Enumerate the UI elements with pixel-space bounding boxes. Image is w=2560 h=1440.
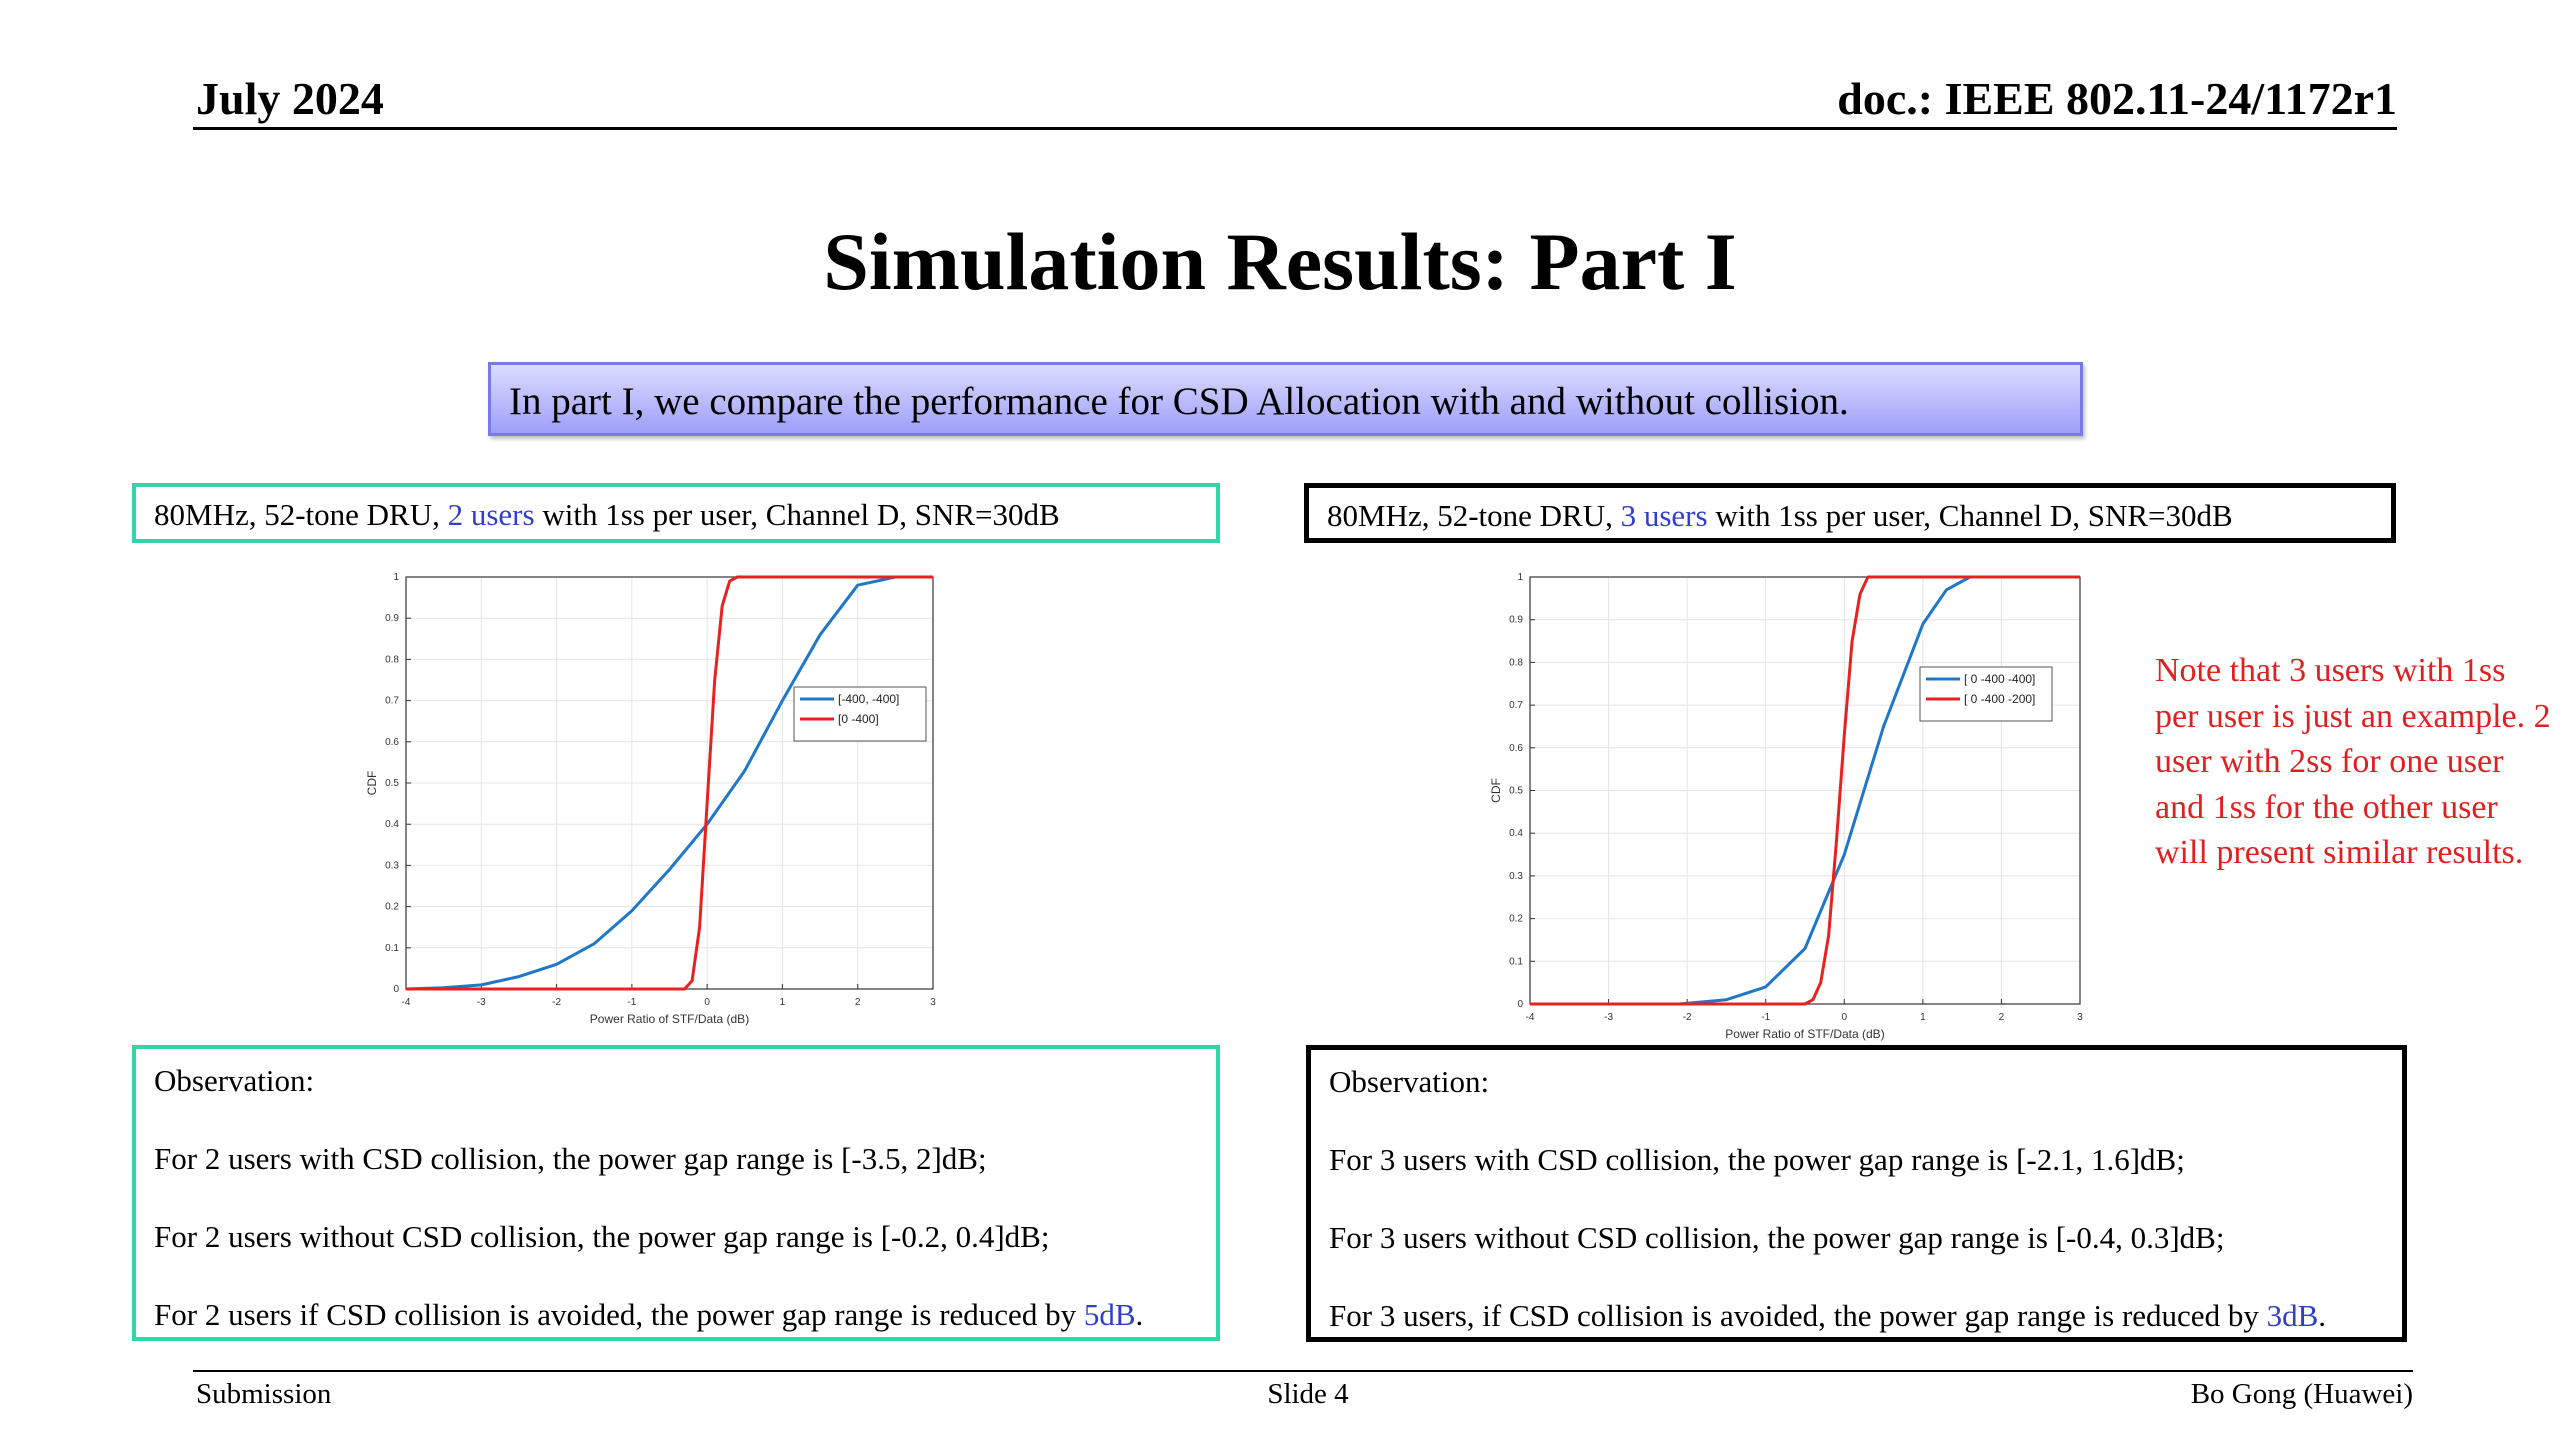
footer-submission: Submission	[196, 1378, 332, 1410]
left-observation-box: Observation: For 2 users with CSD collis…	[132, 1045, 1220, 1341]
x-tick-label: -4	[402, 997, 411, 1008]
y-axis-label: CDF	[365, 771, 379, 796]
y-tick-label: 0.5	[385, 778, 399, 789]
left-obs-3: For 2 users if CSD collision is avoided,…	[154, 1297, 1198, 1333]
x-tick-label: -3	[477, 997, 486, 1008]
y-axis-label: CDF	[1489, 778, 1503, 803]
left-config-box: 80MHz, 52-tone DRU, 2 users with 1ss per…	[132, 483, 1220, 543]
left-config-users: 2 users	[447, 497, 535, 532]
y-tick-label: 0.2	[1509, 914, 1523, 925]
x-axis-label: Power Ratio of STF/Data (dB)	[590, 1012, 749, 1026]
x-tick-label: -1	[627, 997, 636, 1008]
right-obs-1: For 3 users with CSD collision, the powe…	[1329, 1142, 2185, 1177]
right-config-box: 80MHz, 52-tone DRU, 3 users with 1ss per…	[1304, 483, 2396, 543]
y-tick-label: 0	[393, 984, 399, 995]
left-obs-1: For 2 users with CSD collision, the powe…	[154, 1141, 987, 1176]
legend-label-2: [ 0 -400 -200]	[1964, 692, 2035, 706]
left-config-pre: 80MHz, 52-tone DRU,	[154, 497, 448, 532]
legend-box	[1919, 666, 2053, 722]
y-tick-label: 0.2	[385, 902, 399, 913]
footer-slide-number: Slide 4	[1267, 1378, 1349, 1410]
series-line-1	[405, 575, 933, 991]
y-tick-label: 0.3	[385, 860, 399, 871]
x-tick-label: 0	[704, 997, 710, 1008]
header-doc-id: doc.: IEEE 802.11-24/1172r1	[1837, 73, 2397, 124]
right-cdf-chart: -4 -3 -2 -1 0 1 2 3 0 0.1 0.2 0.3 0.4 0.5 0.6 0.7 0.8 0.9…	[1489, 572, 2083, 1041]
legend-box	[793, 686, 927, 742]
left-obs-3-value: 5dB	[1083, 1297, 1136, 1332]
right-observation-box: Observation: For 3 users with CSD collis…	[1306, 1045, 2407, 1342]
x-tick-label: -4	[1526, 1012, 1535, 1023]
x-axis-label: Power Ratio of STF/Data (dB)	[1725, 1027, 1884, 1041]
x-tick-label: -1	[1761, 1012, 1770, 1023]
right-obs-3-end: .	[2318, 1298, 2327, 1333]
series-line-2	[1530, 575, 2080, 1006]
y-tick-label: 0.6	[385, 737, 399, 748]
slide-title: Simulation Results: Part I	[823, 216, 1737, 307]
right-obs-2: For 3 users without CSD collision, the p…	[1329, 1220, 2225, 1255]
right-config-post: with 1ss per user, Channel D, SNR=30dB	[1707, 498, 2233, 533]
y-tick-label: 1	[1517, 572, 1523, 583]
y-tick-label: 0.1	[1509, 956, 1523, 967]
left-config-post: with 1ss per user, Channel D, SNR=30dB	[534, 497, 1060, 532]
x-tick-label: 2	[855, 997, 861, 1008]
y-tick-label: 0.9	[385, 613, 399, 624]
y-tick-label: 0.7	[1509, 700, 1523, 711]
right-obs-3-text: For 3 users, if CSD collision is avoided…	[1329, 1298, 2267, 1333]
y-tick-label: 0.3	[1509, 871, 1523, 882]
y-tick-label: 0.7	[385, 696, 399, 707]
x-tick-label: 0	[1842, 1012, 1848, 1023]
legend-label-1: [ 0 -400 -400]	[1964, 672, 2035, 686]
right-config-users: 3 users	[1620, 498, 1708, 533]
x-tick-label: 1	[780, 997, 786, 1008]
left-obs-3-text: For 2 users if CSD collision is avoided,…	[154, 1297, 1084, 1332]
x-tick-label: 3	[930, 997, 936, 1008]
y-tick-label: 0.1	[385, 943, 399, 954]
y-tick-label: 0.4	[1509, 828, 1523, 839]
intro-banner: In part I, we compare the performance fo…	[488, 362, 2083, 436]
y-tick-label: 0.5	[1509, 786, 1523, 797]
left-obs-title: Observation:	[154, 1063, 315, 1098]
header-rule	[193, 127, 2397, 130]
right-obs-3: For 3 users, if CSD collision is avoided…	[1329, 1298, 2384, 1334]
legend-label-2: [0 -400]	[838, 712, 879, 726]
y-tick-label: 1	[393, 572, 399, 583]
y-tick-label: 0.8	[1509, 657, 1523, 668]
y-tick-label: 0.6	[1509, 743, 1523, 754]
intro-text: In part I, we compare the performance fo…	[509, 380, 1849, 423]
y-tick-label: 0	[1517, 999, 1523, 1010]
left-obs-2: For 2 users without CSD collision, the p…	[154, 1219, 1050, 1254]
footer-rule	[193, 1370, 2413, 1372]
series-line-1	[1530, 575, 2080, 1006]
x-tick-label: -3	[1604, 1012, 1613, 1023]
y-tick-label: 0.4	[385, 819, 399, 830]
right-obs-3-value: 3dB	[2266, 1298, 2319, 1333]
left-obs-3-end: .	[1135, 1297, 1144, 1332]
y-tick-label: 0.8	[385, 654, 399, 665]
right-obs-title: Observation:	[1329, 1064, 1490, 1099]
x-tick-label: 1	[1920, 1012, 1926, 1023]
footer-author: Bo Gong (Huawei)	[2190, 1378, 2413, 1410]
series-line-2	[406, 575, 933, 991]
legend-label-1: [-400, -400]	[838, 692, 899, 706]
x-tick-label: 3	[2077, 1012, 2083, 1023]
x-tick-label: -2	[1683, 1012, 1692, 1023]
x-tick-label: 2	[1999, 1012, 2005, 1023]
x-tick-label: -2	[552, 997, 561, 1008]
header-date: July 2024	[196, 73, 384, 124]
note-text: Note that 3 users with 1ss per user is j…	[2155, 652, 2551, 871]
right-config-pre: 80MHz, 52-tone DRU,	[1327, 498, 1621, 533]
y-tick-label: 0.9	[1509, 615, 1523, 626]
left-cdf-chart: -4 -3 -2 -1 0 1 2 3 0 0.1 0.2 0.3 0.4 0.5 0.6 0.7 0.8 0.9…	[365, 572, 936, 1026]
